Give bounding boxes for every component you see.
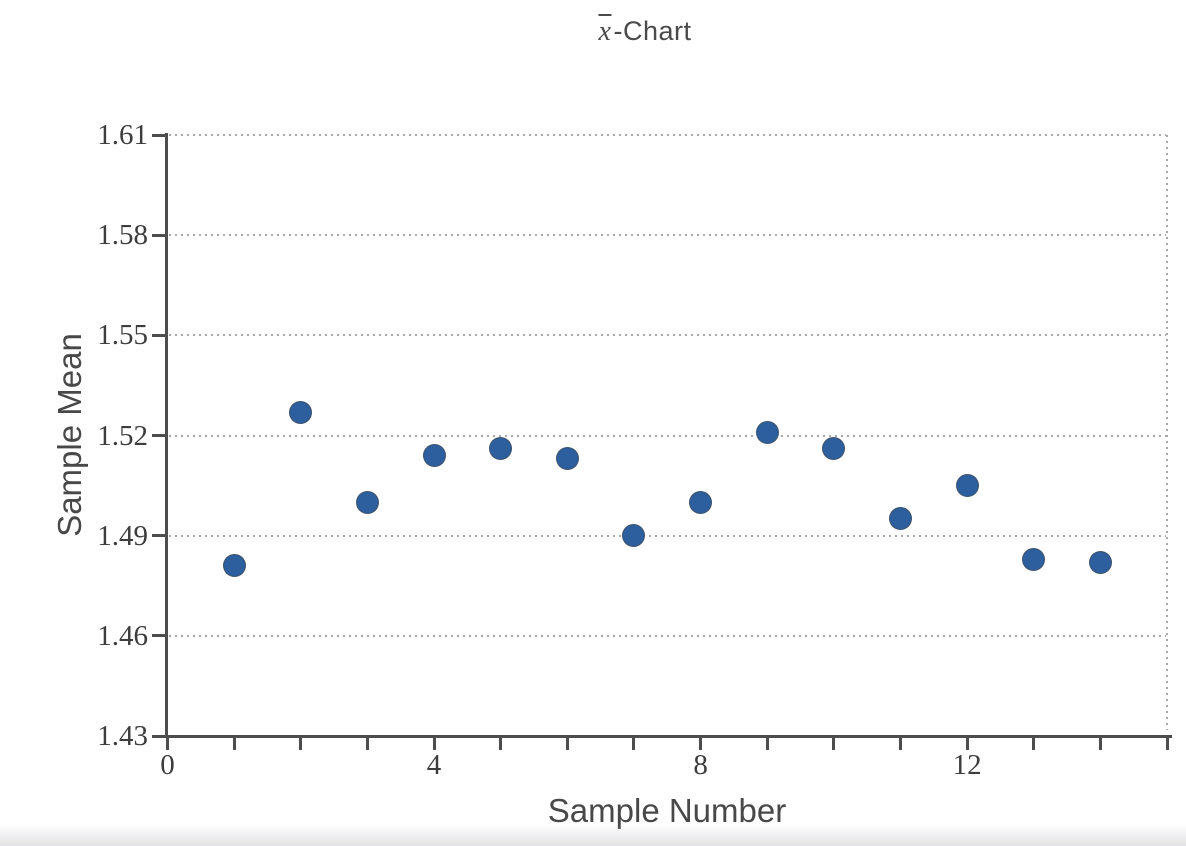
x-axis-tick [765, 738, 769, 750]
data-point [422, 444, 446, 468]
data-point [955, 474, 979, 498]
x-axis-tick [232, 738, 236, 750]
x-axis-tick [1165, 738, 1169, 750]
data-point [689, 490, 713, 514]
grid-line-right-border [1166, 135, 1168, 730]
x-axis-tick [632, 738, 636, 750]
x-axis-tick [365, 738, 369, 750]
grid-line-horizontal [168, 434, 1166, 437]
data-point [489, 437, 513, 461]
y-axis-tick [152, 534, 165, 538]
y-tick-label: 1.49 [97, 519, 148, 552]
y-tick-label: 1.58 [97, 219, 148, 252]
y-axis-tick [152, 634, 165, 638]
grid-line-horizontal [168, 134, 1166, 136]
y-axis-tick [152, 333, 165, 337]
data-point [289, 400, 313, 424]
x-axis-title: Sample Number [547, 792, 787, 829]
x-axis-tick [1032, 738, 1036, 750]
y-tick-label: 1.46 [97, 619, 148, 652]
data-point [888, 507, 912, 531]
chart-title: x-Chart [444, 16, 844, 48]
y-axis-line [165, 133, 168, 738]
grid-line-horizontal [168, 234, 1166, 237]
x-axis-tick [832, 738, 836, 750]
grid-line-horizontal [168, 634, 1166, 637]
grid-line-horizontal [168, 334, 1166, 337]
x-axis-tick [565, 738, 569, 750]
x-tick-label: 12 [952, 749, 982, 781]
data-point [1088, 550, 1112, 574]
x-axis-tick [499, 738, 503, 750]
y-axis-tick [152, 133, 165, 137]
x-axis-tick [1098, 738, 1102, 750]
x-axis-line [165, 735, 1172, 738]
y-axis-tick [152, 434, 165, 437]
data-point [1022, 547, 1046, 571]
title-text: -Chart [613, 16, 692, 46]
x-axis-tick [965, 738, 969, 750]
x-axis-tick [699, 738, 703, 750]
y-tick-label: 1.61 [97, 119, 148, 151]
y-tick-label: 1.43 [97, 720, 148, 752]
data-point [355, 490, 379, 514]
x-tick-label: 4 [426, 749, 442, 781]
x-axis-tick [432, 738, 436, 750]
x-tick-label: 8 [693, 749, 708, 781]
grid-line-horizontal [168, 534, 1166, 537]
data-point [222, 554, 246, 578]
x-axis-tick [166, 738, 169, 750]
y-axis-title: Sample Mean [51, 333, 88, 537]
y-tick-label: 1.55 [97, 319, 148, 352]
data-point [622, 524, 646, 548]
y-axis-tick [152, 233, 165, 237]
x-tick-label: 0 [160, 749, 175, 781]
x-axis-tick [299, 738, 303, 750]
y-axis-tick [152, 734, 165, 738]
data-point [822, 437, 846, 461]
data-point [755, 420, 779, 444]
y-tick-label: 1.52 [97, 419, 148, 452]
x-axis-tick [898, 738, 902, 750]
title-xbar-variable: x [598, 16, 612, 47]
data-point [555, 447, 579, 471]
